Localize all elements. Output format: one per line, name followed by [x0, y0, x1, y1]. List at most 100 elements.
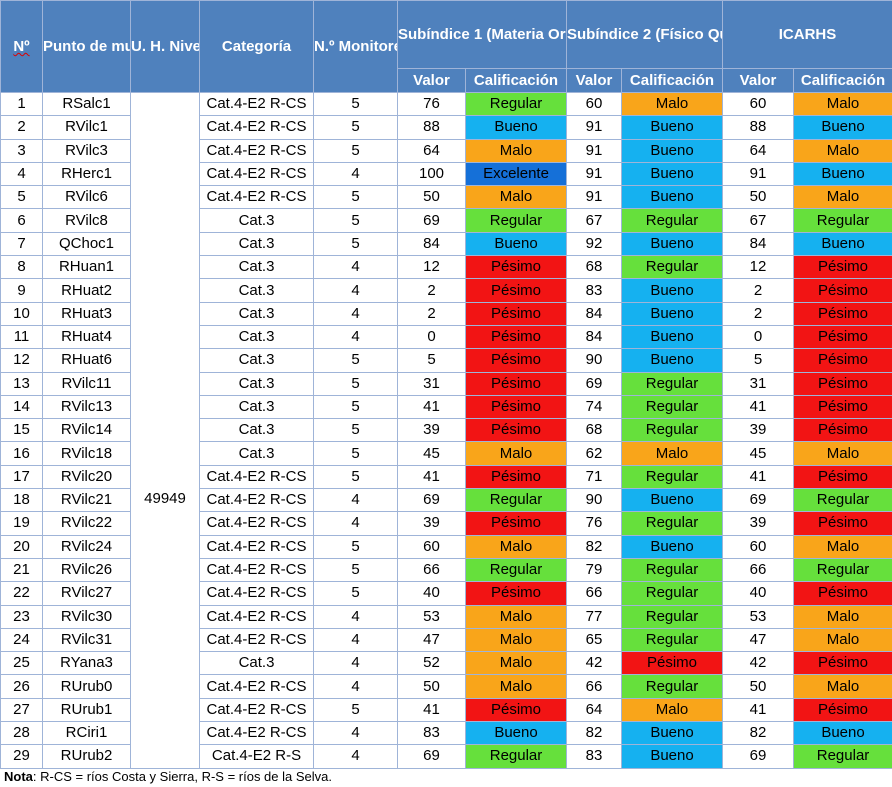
cell-calificacion-1: Pésimo [465, 348, 567, 373]
cell-valor-3: 5 [722, 348, 795, 373]
table-row: 20 RVilc24 Cat.4-E2 R-CS 5 60 Malo 82 Bueno 60 Ma… [0, 534, 892, 559]
cell-calificacion-3: Regular [793, 744, 892, 769]
cell-monitoreos: 5 [313, 394, 398, 420]
cell-calificacion-3: Regular [793, 557, 892, 583]
header-valor: Valor [566, 68, 622, 93]
cell-calificacion-3: Pésimo [793, 255, 892, 280]
cell-calificacion-1: Pésimo [465, 278, 567, 303]
cell-calificacion-1: Regular [465, 557, 567, 583]
cell-valor-2: 62 [566, 441, 622, 466]
cell-calificacion-2: Regular [620, 394, 724, 420]
cell-no: 26 [0, 674, 43, 699]
cell-categoria: Cat.3 [199, 301, 314, 326]
cell-monitoreos: 5 [313, 348, 398, 373]
cell-no: 3 [0, 138, 43, 163]
cell-valor-2: 66 [566, 674, 622, 699]
cell-no: 5 [0, 185, 43, 210]
cell-punto: RVilc20 [42, 464, 131, 490]
cell-categoria: Cat.4-E2 R-CS [199, 674, 314, 699]
cell-valor-1: 39 [397, 511, 466, 536]
cell-calificacion-3: Bueno [793, 115, 892, 140]
cell-calificacion-3: Malo [793, 185, 892, 210]
cell-valor-2: 60 [566, 91, 622, 117]
cell-categoria: Cat.3 [199, 418, 314, 443]
cell-valor-3: 60 [722, 91, 795, 117]
cell-valor-3: 50 [722, 674, 795, 699]
table-row: 2 RVilc1 Cat.4-E2 R-CS 5 88 Bueno 91 Bueno 88 Bue… [0, 115, 892, 140]
cell-calificacion-2: Malo [620, 441, 724, 466]
cell-calificacion-3: Pésimo [793, 301, 892, 326]
cell-categoria: Cat.3 [199, 231, 314, 257]
cell-monitoreos: 5 [313, 557, 398, 583]
cell-calificacion-1: Pésimo [465, 581, 567, 606]
cell-valor-3: 67 [722, 208, 795, 233]
cell-calificacion-3: Malo [793, 627, 892, 653]
cell-no: 9 [0, 278, 43, 303]
table-row: 5 RVilc6 Cat.4-E2 R-CS 5 50 Malo 91 Bueno 50 Malo [0, 185, 892, 210]
cell-valor-2: 77 [566, 604, 622, 629]
cell-valor-3: 40 [722, 581, 795, 606]
cell-punto: RVilc31 [42, 627, 131, 653]
cell-valor-3: 39 [722, 511, 795, 536]
cell-valor-2: 91 [566, 138, 622, 163]
cell-punto: RVilc6 [42, 185, 131, 210]
cell-categoria: Cat.4-E2 R-CS [199, 91, 314, 117]
cell-punto: RHuat4 [42, 324, 131, 350]
cell-punto: RVilc3 [42, 138, 131, 163]
cell-calificacion-3: Pésimo [793, 418, 892, 443]
cell-calificacion-2: Regular [620, 674, 724, 699]
cell-calificacion-1: Excelente [465, 161, 567, 187]
cell-monitoreos: 5 [313, 185, 398, 210]
cell-monitoreos: 5 [313, 138, 398, 163]
cell-no: 29 [0, 744, 43, 769]
cell-categoria: Cat.4-E2 R-CS [199, 464, 314, 490]
header-subindice-2: Subíndice 2 (Físico Químico - Metal) [565, 0, 724, 69]
cell-calificacion-2: Bueno [620, 744, 724, 769]
cell-valor-1: 60 [397, 534, 466, 559]
cell-valor-3: 2 [722, 301, 795, 326]
cell-valor-3: 39 [722, 418, 795, 443]
cell-valor-2: 74 [566, 394, 622, 420]
cell-calificacion-1: Bueno [465, 115, 567, 140]
cell-calificacion-3: Pésimo [793, 581, 892, 606]
cell-calificacion-2: Bueno [620, 348, 724, 373]
cell-monitoreos: 4 [313, 627, 398, 653]
cell-calificacion-2: Bueno [620, 324, 724, 350]
cell-punto: RVilc30 [42, 604, 131, 629]
cell-calificacion-3: Pésimo [793, 697, 892, 723]
cell-categoria: Cat.4-E2 R-S [199, 744, 314, 769]
header-calificacion: Calificación [620, 68, 724, 93]
cell-valor-2: 90 [566, 348, 622, 373]
cell-no: 23 [0, 604, 43, 629]
cell-categoria: Cat.3 [199, 651, 314, 676]
cell-calificacion-1: Malo [465, 441, 567, 466]
cell-calificacion-3: Pésimo [793, 464, 892, 490]
cell-no: 27 [0, 697, 43, 723]
cell-punto: RVilc27 [42, 581, 131, 606]
table-row: 13 RVilc11 Cat.3 5 31 Pésimo 69 Regular 31 Pésimo [0, 371, 892, 396]
cell-calificacion-1: Malo [465, 185, 567, 210]
cell-calificacion-2: Bueno [620, 278, 724, 303]
table-row: 17 RVilc20 Cat.4-E2 R-CS 5 41 Pésimo 71 Regular… [0, 464, 892, 490]
cell-valor-3: 41 [722, 464, 795, 490]
note-label: Nota [4, 769, 33, 784]
header-valor: Valor [397, 68, 466, 93]
cell-no: 28 [0, 721, 43, 746]
cell-punto: RUrub1 [42, 697, 131, 723]
cell-punto: RHuan1 [42, 255, 131, 280]
cell-valor-2: 67 [566, 208, 622, 233]
cell-calificacion-2: Bueno [620, 161, 724, 187]
cell-monitoreos: 4 [313, 511, 398, 536]
table-row: 4 RHerc1 Cat.4-E2 R-CS 4 100 Excelente 91 Bueno… [0, 161, 892, 187]
cell-valor-1: 0 [397, 324, 466, 350]
cell-valor-1: 5 [397, 348, 466, 373]
cell-monitoreos: 4 [313, 161, 398, 187]
cell-monitoreos: 5 [313, 418, 398, 443]
cell-punto: RUrub0 [42, 674, 131, 699]
cell-categoria: Cat.4-E2 R-CS [199, 488, 314, 513]
cell-calificacion-1: Bueno [465, 231, 567, 257]
cell-calificacion-3: Pésimo [793, 278, 892, 303]
cell-no: 21 [0, 557, 43, 583]
table-row: 11 RHuat4 Cat.3 4 0 Pésimo 84 Bueno 0 Pésimo [0, 324, 892, 350]
cell-valor-2: 65 [566, 627, 622, 653]
